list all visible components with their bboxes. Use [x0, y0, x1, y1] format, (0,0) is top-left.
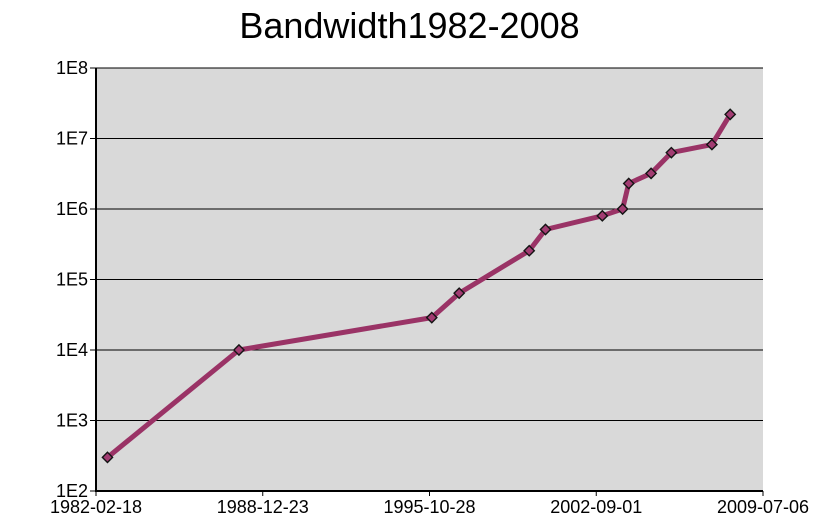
data-point-marker: [616, 202, 629, 216]
data-point-marker: [523, 244, 536, 257]
data-point-marker: [724, 108, 737, 121]
data-point-marker: [705, 138, 718, 151]
chart-title: Bandwidth1982-2008: [239, 5, 580, 46]
data-point-marker: [596, 209, 609, 222]
data-point-marker: [232, 343, 246, 357]
y-tick-label: 1E7: [56, 129, 88, 149]
y-tick-label: 1E4: [56, 340, 88, 360]
data-point-marker: [665, 146, 678, 159]
data-point-marker: [539, 223, 552, 236]
x-tick-label: 2002-09-01: [550, 497, 642, 517]
y-tick-label: 1E5: [56, 270, 88, 290]
x-tick-label: 1982-02-18: [50, 497, 142, 517]
y-tick-label: 1E3: [56, 411, 88, 431]
y-tick-label: 1E6: [56, 199, 88, 219]
x-tick-label: 2009-07-06: [717, 497, 809, 517]
data-point-marker: [425, 311, 438, 324]
data-point-marker: [644, 167, 658, 180]
y-tick-label: 1E8: [56, 58, 88, 78]
data-point-marker: [101, 451, 114, 464]
data-point-marker: [453, 287, 466, 300]
x-tick-label: 1988-12-23: [217, 497, 309, 517]
x-tick-label: 1995-10-28: [383, 497, 475, 517]
data-point-marker: [622, 177, 635, 190]
y-tick-label: 1E2: [56, 481, 88, 501]
